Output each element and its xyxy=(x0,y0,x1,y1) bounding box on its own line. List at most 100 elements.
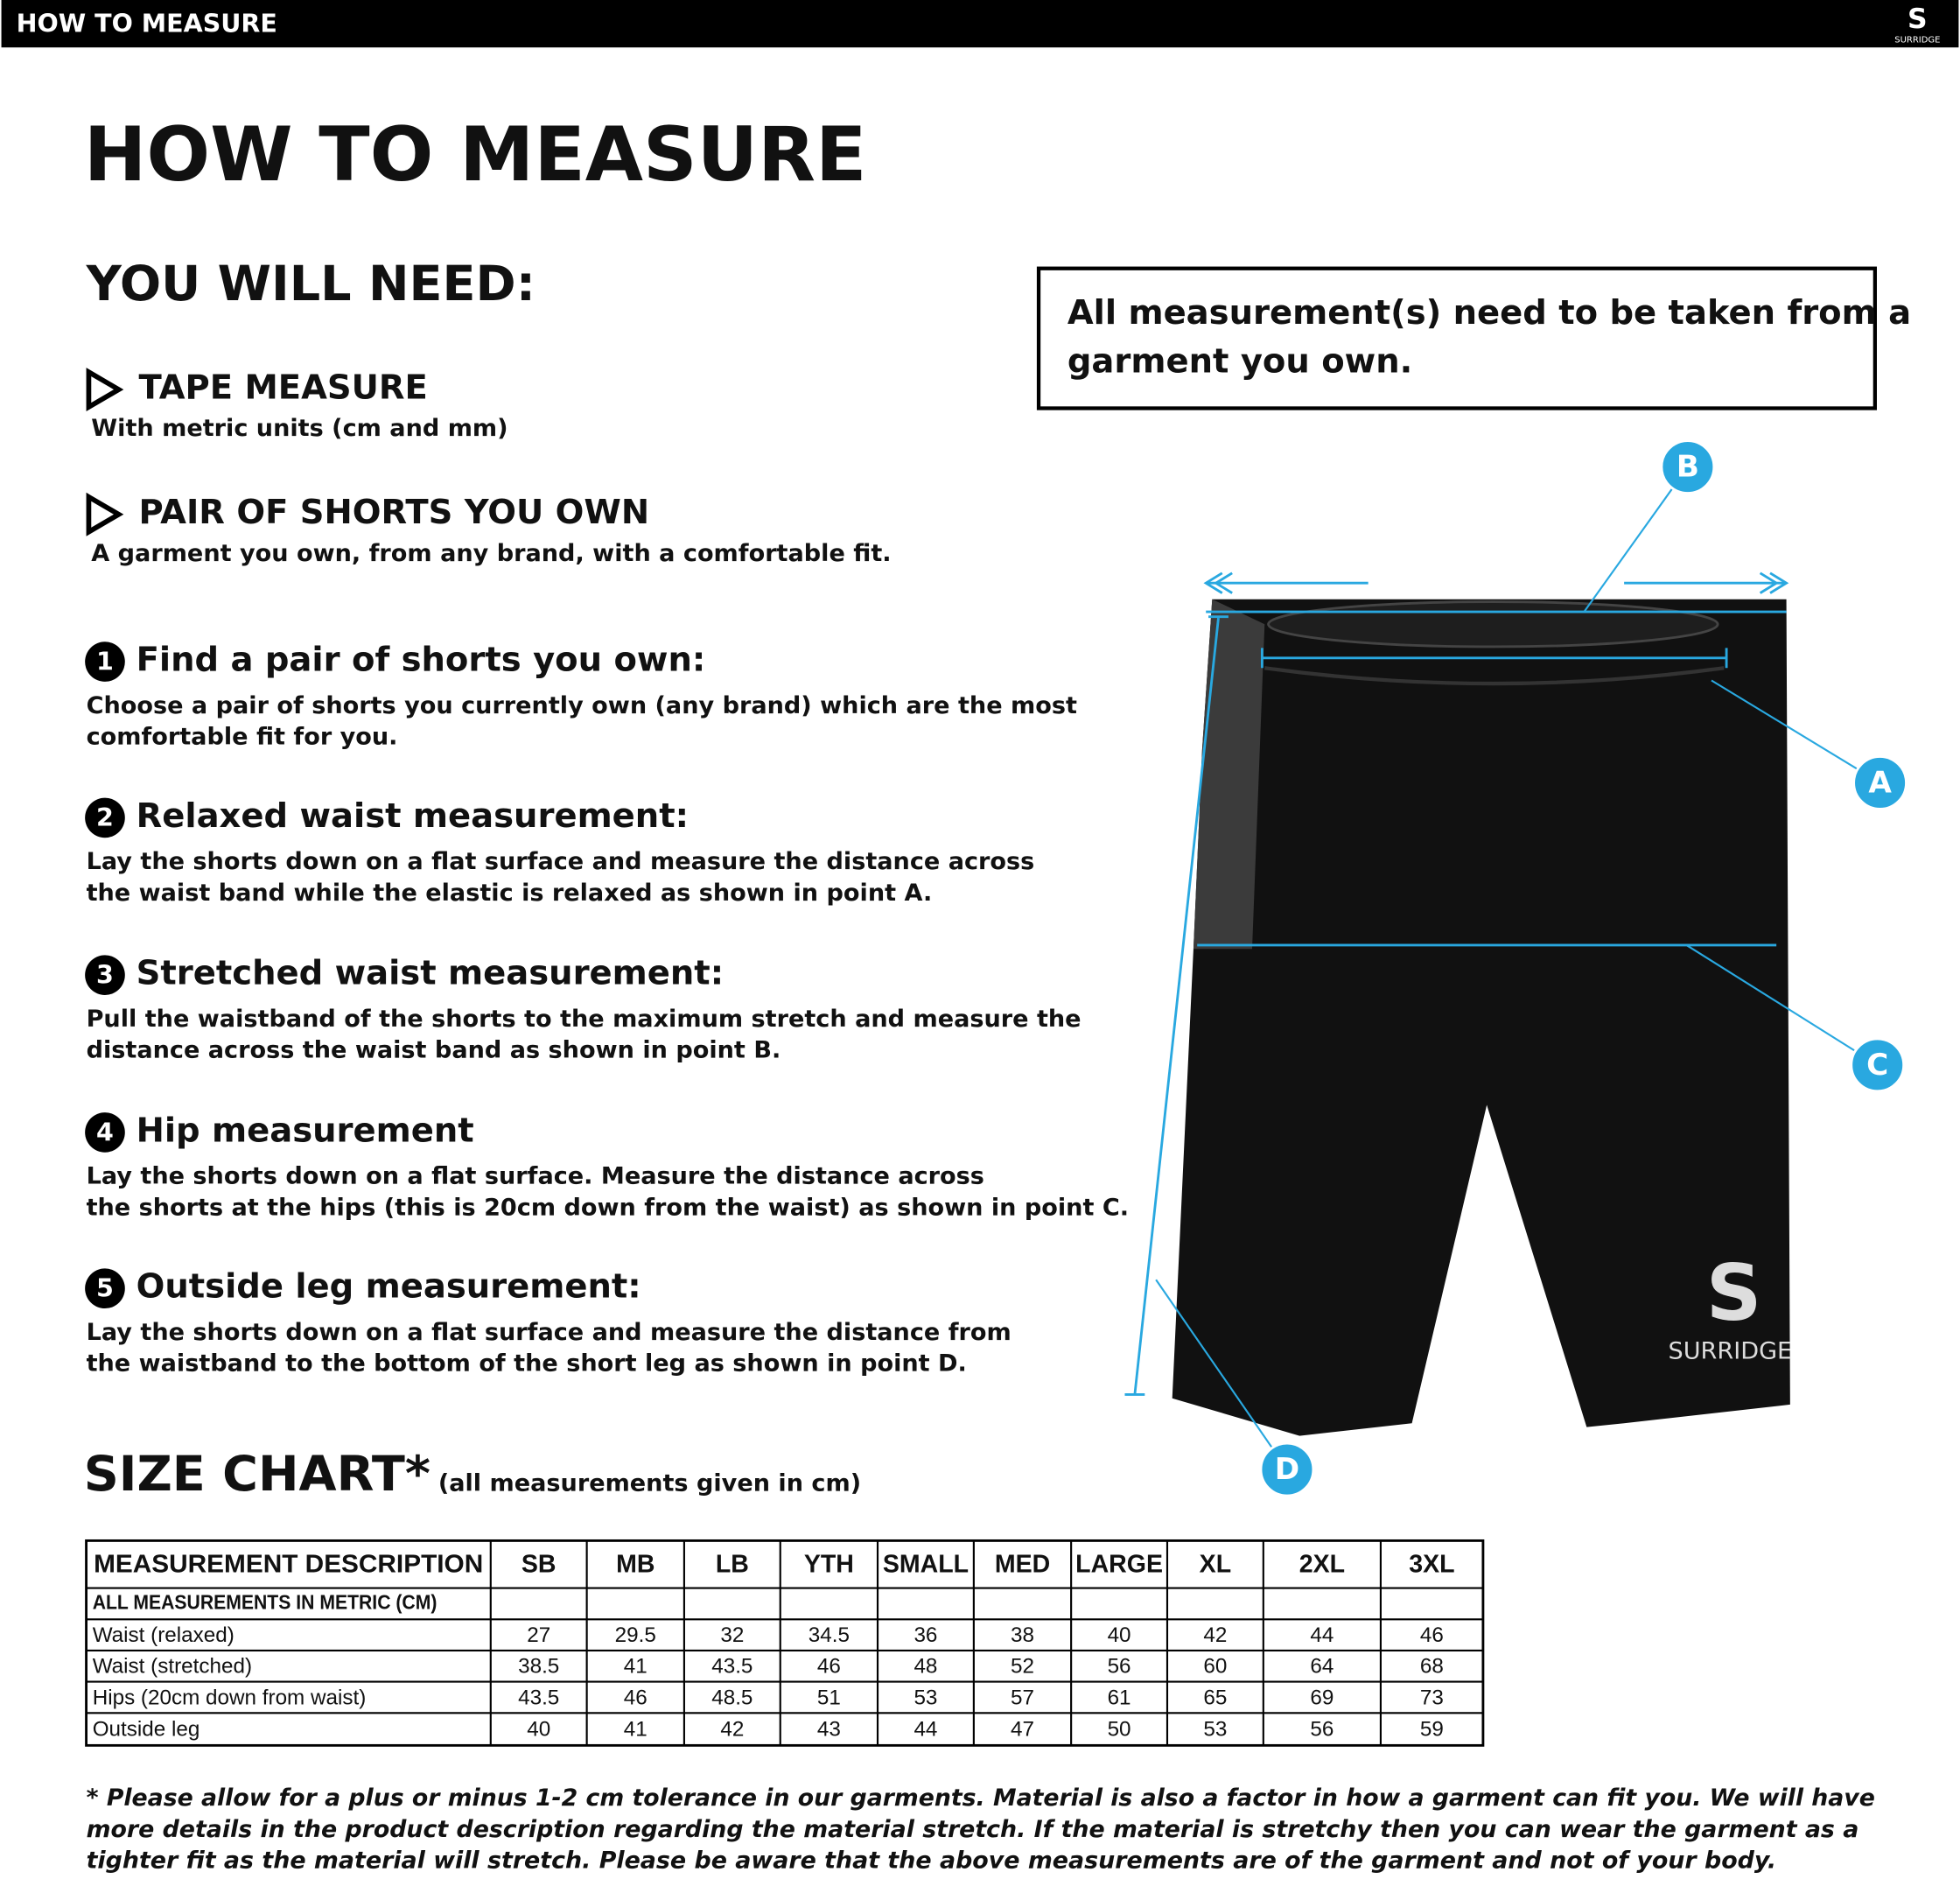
step-badge xyxy=(85,642,125,682)
table-cell: 43 xyxy=(817,1718,841,1742)
table-cell: 59 xyxy=(1420,1718,1444,1742)
table-cell: 38 xyxy=(1011,1623,1034,1647)
step-badge xyxy=(85,955,125,995)
step-title: Relaxed waist measurement: xyxy=(136,796,689,836)
step-text: Pull the waistband of the shorts to the … xyxy=(87,1006,1082,1033)
table-cell: 41 xyxy=(624,1718,648,1742)
table-cell: 61 xyxy=(1108,1686,1131,1709)
table-cell: 48 xyxy=(914,1655,937,1679)
point-badge xyxy=(1850,1037,1906,1093)
step-badge xyxy=(85,1112,125,1153)
item-text: With metric units (cm and mm) xyxy=(91,415,508,442)
table-cell: Outside leg xyxy=(93,1718,200,1742)
note-line: garment you own. xyxy=(1068,342,1412,382)
table-cell: 46 xyxy=(1420,1623,1444,1647)
arrow-head xyxy=(1759,571,1789,594)
table-cell: Waist (relaxed) xyxy=(93,1623,234,1647)
measure-lines xyxy=(1124,466,1881,1470)
page-heading: HOW TO MEASURE xyxy=(84,112,867,199)
table-cell: 34.5 xyxy=(808,1623,850,1647)
leader-line xyxy=(1685,944,1879,1066)
table-cell: 32 xyxy=(720,1623,744,1647)
table-header: SMALL xyxy=(883,1550,969,1578)
footnote-line: more details in the product description … xyxy=(87,1816,1859,1843)
table-cell: 43.5 xyxy=(518,1686,559,1709)
step-text: Choose a pair of shorts you currently ow… xyxy=(87,692,1077,719)
point-badge xyxy=(1852,755,1908,810)
leader-line xyxy=(1155,1279,1288,1470)
footnote-line: * Please allow for a plus or minus 1-2 c… xyxy=(87,1784,1875,1812)
waistband-seam xyxy=(1264,666,1725,686)
point-label: C xyxy=(1866,1048,1888,1083)
step-title: Hip measurement xyxy=(136,1111,474,1150)
size-chart-title: SIZE CHART* xyxy=(84,1446,430,1503)
shorts-logo-text: SURRIDGE xyxy=(1669,1337,1793,1364)
table-header: LB xyxy=(716,1550,749,1578)
shorts-body xyxy=(1172,599,1790,1436)
table-cell: 53 xyxy=(914,1686,937,1709)
section-title: YOU WILL NEED: xyxy=(86,256,536,312)
table-header: SB xyxy=(522,1550,556,1578)
table-cell: 64 xyxy=(1310,1655,1334,1679)
table-cell: 42 xyxy=(720,1718,744,1742)
point-badge xyxy=(1660,439,1716,494)
table-cell: 51 xyxy=(817,1686,841,1709)
step-badge xyxy=(85,797,125,838)
table-cell: 69 xyxy=(1310,1686,1334,1709)
leader-line xyxy=(1583,466,1689,613)
table-header: 2XL xyxy=(1299,1550,1345,1578)
table-cell: 42 xyxy=(1203,1623,1227,1647)
step-title: Outside leg measurement: xyxy=(136,1267,641,1307)
table-header: MB xyxy=(616,1550,654,1578)
point-label: A xyxy=(1868,765,1892,800)
waistband xyxy=(1267,600,1719,649)
table-cell: 40 xyxy=(527,1718,550,1742)
table-cell: 52 xyxy=(1011,1655,1034,1679)
table-cell: 73 xyxy=(1420,1686,1444,1709)
table-header: 3XL xyxy=(1409,1550,1454,1578)
table-cell: Waist (stretched) xyxy=(93,1655,252,1679)
table-cell: Hips (20cm down from waist) xyxy=(93,1686,367,1709)
step-number: 2 xyxy=(96,803,114,832)
step-title: Find a pair of shorts you own: xyxy=(136,641,706,680)
note-line: All measurement(s) need to be taken from… xyxy=(1068,293,1911,333)
table-cell: 60 xyxy=(1203,1655,1227,1679)
step-text: Lay the shorts down on a flat surface. M… xyxy=(87,1163,984,1190)
table-cell: 53 xyxy=(1203,1718,1227,1742)
step-badge xyxy=(85,1268,125,1309)
table-cell: 57 xyxy=(1011,1686,1034,1709)
table-cell: 27 xyxy=(527,1623,550,1647)
measure-cap xyxy=(1124,615,1228,1396)
logo-text: SURRIDGE xyxy=(1894,36,1940,46)
table-cell: 50 xyxy=(1108,1718,1131,1742)
table-cell: 48.5 xyxy=(711,1686,752,1709)
table-cell: 47 xyxy=(1011,1718,1034,1742)
table-cell: 44 xyxy=(1310,1623,1334,1647)
item-title: TAPE MEASURE xyxy=(138,368,427,408)
footnote-line: tighter fit as the material will stretch… xyxy=(87,1847,1777,1875)
shorts-logo-mark: S xyxy=(1706,1248,1762,1338)
step-text: comfortable fit for you. xyxy=(87,724,398,751)
top-bar-title: HOW TO MEASURE xyxy=(17,10,277,39)
step-text: distance across the waist band as shown … xyxy=(87,1037,781,1064)
table-cell: 56 xyxy=(1310,1718,1334,1742)
point-label: D xyxy=(1275,1452,1299,1487)
table-cell: 43.5 xyxy=(711,1655,752,1679)
step-number: 3 xyxy=(96,961,114,990)
table-cell: 38.5 xyxy=(518,1655,559,1679)
table-header: LARGE xyxy=(1075,1550,1163,1578)
item-title: PAIR OF SHORTS YOU OWN xyxy=(138,493,649,532)
point-badge xyxy=(1259,1441,1315,1497)
step-text: the waist band while the elastic is rela… xyxy=(87,880,933,907)
step-text: Lay the shorts down on a flat surface an… xyxy=(87,848,1035,875)
measure-line xyxy=(1133,618,1220,1395)
point-label: B xyxy=(1676,449,1699,484)
size-chart-subtitle: (all measurements given in cm) xyxy=(438,1470,861,1497)
step-text: Lay the shorts down on a flat surface an… xyxy=(87,1319,1012,1346)
step-number: 1 xyxy=(96,648,114,677)
item-text: A garment you own, from any brand, with … xyxy=(91,540,891,567)
table-border xyxy=(85,1539,1485,1747)
table-cell: 46 xyxy=(817,1655,841,1679)
